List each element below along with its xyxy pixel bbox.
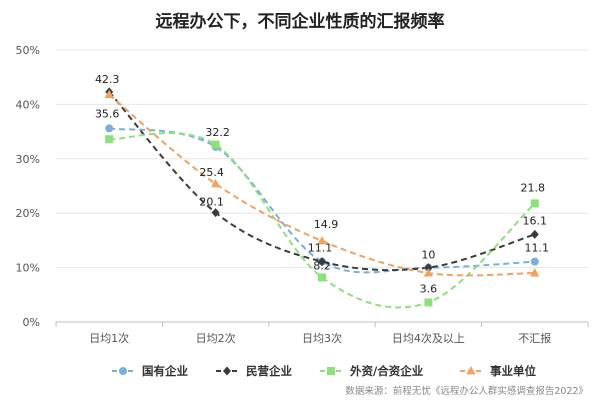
series-line-3	[109, 132, 536, 309]
legend-item: 外资/合资企业	[320, 364, 424, 378]
legend-item: 民营企业	[216, 364, 292, 378]
data-label: 11.1	[308, 242, 333, 255]
data-label: 8.2	[313, 259, 331, 272]
data-label: 10	[421, 249, 435, 262]
y-tick-label: 0%	[23, 316, 40, 329]
data-point	[424, 263, 433, 273]
y-tick-label: 10%	[16, 262, 40, 275]
source-note: 数据来源：前程无忧《远程办公人群实感调查报告2022》	[345, 385, 588, 397]
y-tick-label: 30%	[16, 153, 40, 166]
series-line-4	[108, 93, 535, 277]
x-tick-label: 日均4次及以上	[392, 331, 465, 345]
data-point	[104, 89, 114, 99]
legend-marker	[223, 366, 231, 376]
x-tick-label: 日均3次	[302, 331, 342, 345]
data-point	[530, 199, 539, 208]
data-point	[423, 268, 433, 277]
data-label: 16.1	[523, 214, 548, 227]
data-label: 25.4	[199, 166, 224, 179]
legend-label: 外资/合资企业	[349, 364, 424, 378]
data-point	[530, 257, 539, 266]
data-label: 35.6	[95, 107, 120, 120]
data-label: 32.2	[205, 126, 230, 139]
data-point	[317, 235, 327, 245]
x-tick-label: 日均2次	[196, 331, 236, 345]
y-tick-label: 20%	[16, 207, 40, 220]
x-tick-label: 不汇报	[518, 331, 551, 345]
data-point	[424, 298, 433, 307]
y-tick-label: 50%	[16, 44, 40, 57]
data-label: 14.9	[314, 218, 339, 231]
data-point	[318, 257, 326, 267]
chart-title: 远程办公下，不同企业性质的汇报频率	[156, 11, 445, 32]
data-point	[105, 124, 114, 133]
data-point	[318, 273, 326, 282]
legend-label: 事业单位	[490, 364, 536, 378]
legend-item: 国有企业	[112, 364, 188, 378]
data-point	[105, 135, 114, 144]
legend-marker	[466, 366, 476, 375]
legend-marker	[327, 367, 335, 375]
data-point	[211, 208, 220, 218]
series-line-2	[108, 91, 536, 272]
legend-label: 国有企业	[142, 364, 188, 378]
data-label: 42.3	[95, 73, 120, 86]
data-label: 3.6	[420, 282, 438, 295]
data-label: 20.1	[199, 196, 224, 209]
legend-label: 民营企业	[246, 364, 292, 378]
data-point	[530, 268, 540, 277]
data-point	[211, 140, 220, 149]
data-point	[530, 229, 539, 239]
x-tick-label: 日均1次	[89, 331, 129, 345]
y-tick-label: 40%	[16, 98, 40, 111]
data-label: 21.8	[521, 181, 546, 194]
data-point	[211, 178, 221, 188]
legend-marker	[119, 367, 127, 375]
legend-item: 事业单位	[460, 364, 536, 378]
data-label: 11.1	[525, 242, 550, 255]
